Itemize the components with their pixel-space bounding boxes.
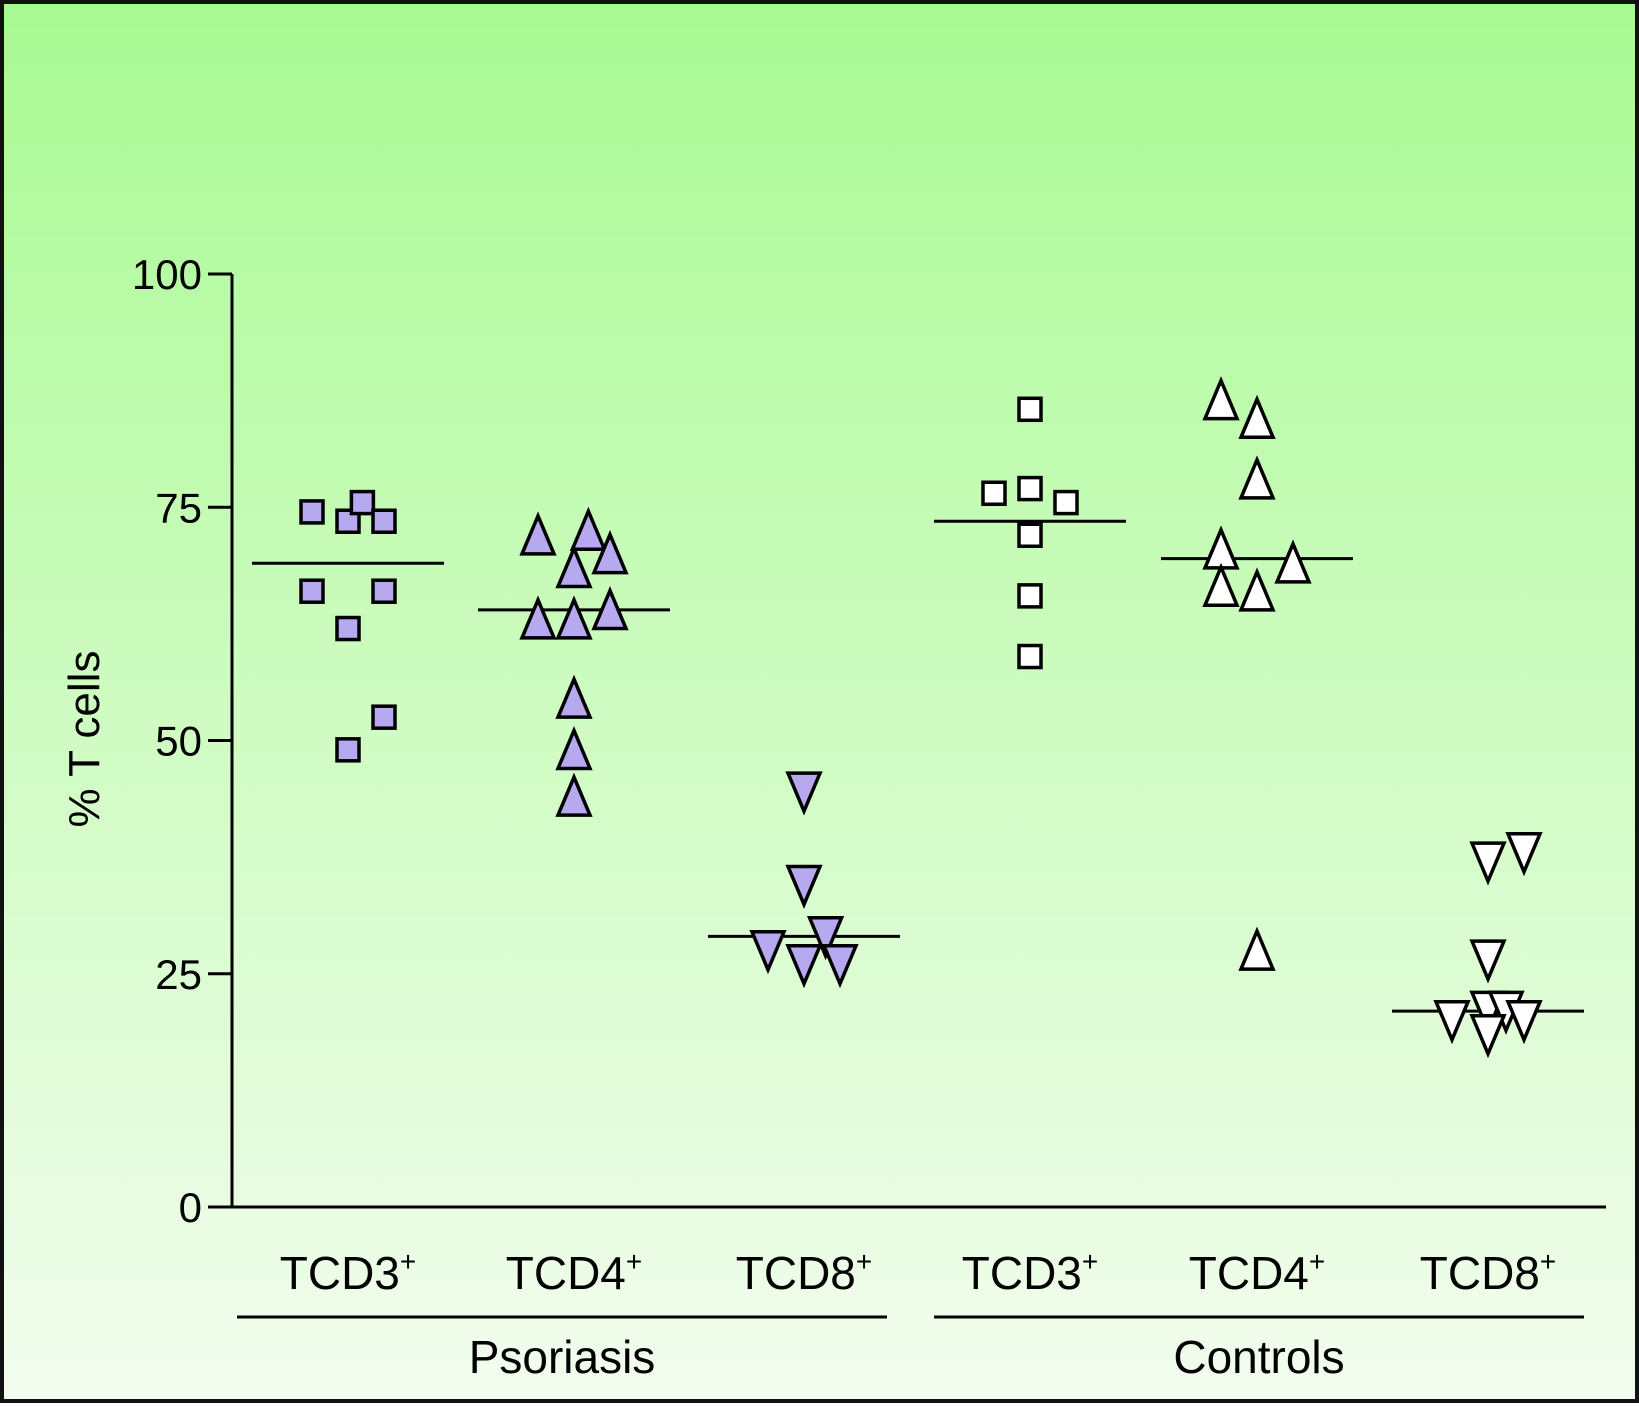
triangle-up-point [555,544,593,589]
triangle-up-point [519,595,557,640]
square-point [299,578,325,604]
y-tick-label: 0 [179,1184,202,1231]
triangle-up-point [555,725,593,771]
square-point [299,499,325,525]
category-labels: TCD3+ TCD4+ TCD8+ TCD3+ TCD4+ TCD8+ [280,1246,1556,1299]
square-point [335,615,361,642]
triangle-up-point [1202,525,1240,570]
triangle-up-point [555,595,593,640]
y-tick-label: 100 [132,251,202,298]
group-brackets: Psoriasis Controls [237,1315,1584,1383]
category-label: TCD4+ [506,1246,642,1299]
triangle-up-point [519,511,557,556]
square-point [1017,396,1043,423]
triangle-down-point [749,930,787,975]
square-point [349,489,376,516]
square-point [335,508,361,534]
axes: 0 25 50 75 100 [132,251,1606,1231]
triangle-up-point [591,586,629,631]
square-point [371,704,397,730]
group-label: Psoriasis [469,1331,656,1383]
triangle-down-point [1505,832,1543,877]
triangle-up-point [1238,394,1276,440]
square-point [1017,583,1043,609]
square-point [371,578,397,604]
category-label: TCD8+ [1420,1246,1556,1299]
triangle-down-point [1469,1013,1507,1059]
y-axis-label: % T cells [60,651,109,828]
square-point [335,737,361,763]
triangle-up-point [1202,376,1240,421]
triangle-up-point [591,530,629,575]
triangle-up-point [1274,539,1312,584]
triangle-down-point [1505,999,1543,1045]
category-label: TCD4+ [1189,1246,1325,1299]
category-label: TCD3+ [280,1246,416,1299]
y-tick-label: 25 [155,951,202,998]
y-tick-label: 75 [155,484,202,531]
triangle-up-point [1238,567,1276,612]
square-point [1017,643,1043,670]
median-lines [252,519,1584,1013]
triangle-up-point [1202,562,1240,607]
triangle-up-point [555,772,593,817]
square-point [981,480,1007,507]
group-label: Controls [1173,1331,1344,1383]
category-label: TCD3+ [962,1246,1098,1299]
triangle-down-point [1469,841,1507,886]
square-point [1017,522,1043,548]
triangle-up-point [1238,455,1276,500]
dot-plot-chart: 0 25 50 75 100 TCD3+ TCD4+ TCD8+ TCD3+ TCD4+ TCD8… [60,251,1606,1383]
category-label: TCD8+ [736,1246,872,1299]
square-point [1017,475,1043,502]
data-points [299,376,1543,1059]
y-tick-label: 50 [155,718,202,765]
triangle-down-point [785,771,823,816]
triangle-down-point [1469,939,1507,984]
square-point [1053,489,1079,516]
triangle-down-point [785,864,823,909]
triangle-up-point [555,674,593,719]
square-point [371,508,397,534]
triangle-up-point [569,506,608,551]
triangle-down-point [1433,999,1471,1045]
triangle-up-point [1238,926,1276,971]
triangle-down-point [806,916,845,961]
triangle-down-point [785,944,823,989]
triangle-down-point [821,944,859,989]
